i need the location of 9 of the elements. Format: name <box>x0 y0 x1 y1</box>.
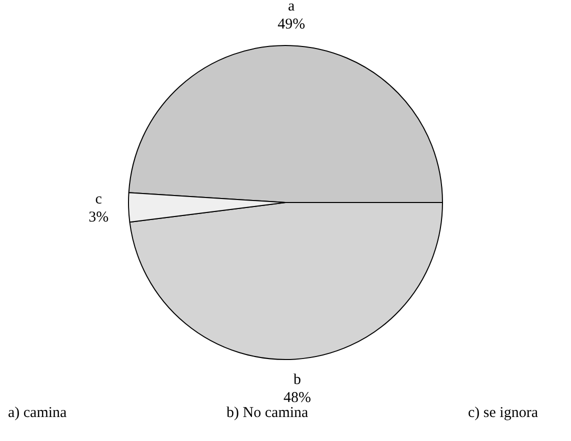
text: a) camina <box>8 405 67 422</box>
slice-label: b <box>293 372 301 388</box>
slice-label: a <box>288 0 296 15</box>
text: b) No camina <box>226 405 308 422</box>
data-label: 48% <box>283 390 311 406</box>
text: c) se ignora <box>468 405 538 422</box>
data-label: 49% <box>278 16 306 33</box>
data-label: 3% <box>88 209 109 226</box>
slice-label: c <box>95 191 102 208</box>
